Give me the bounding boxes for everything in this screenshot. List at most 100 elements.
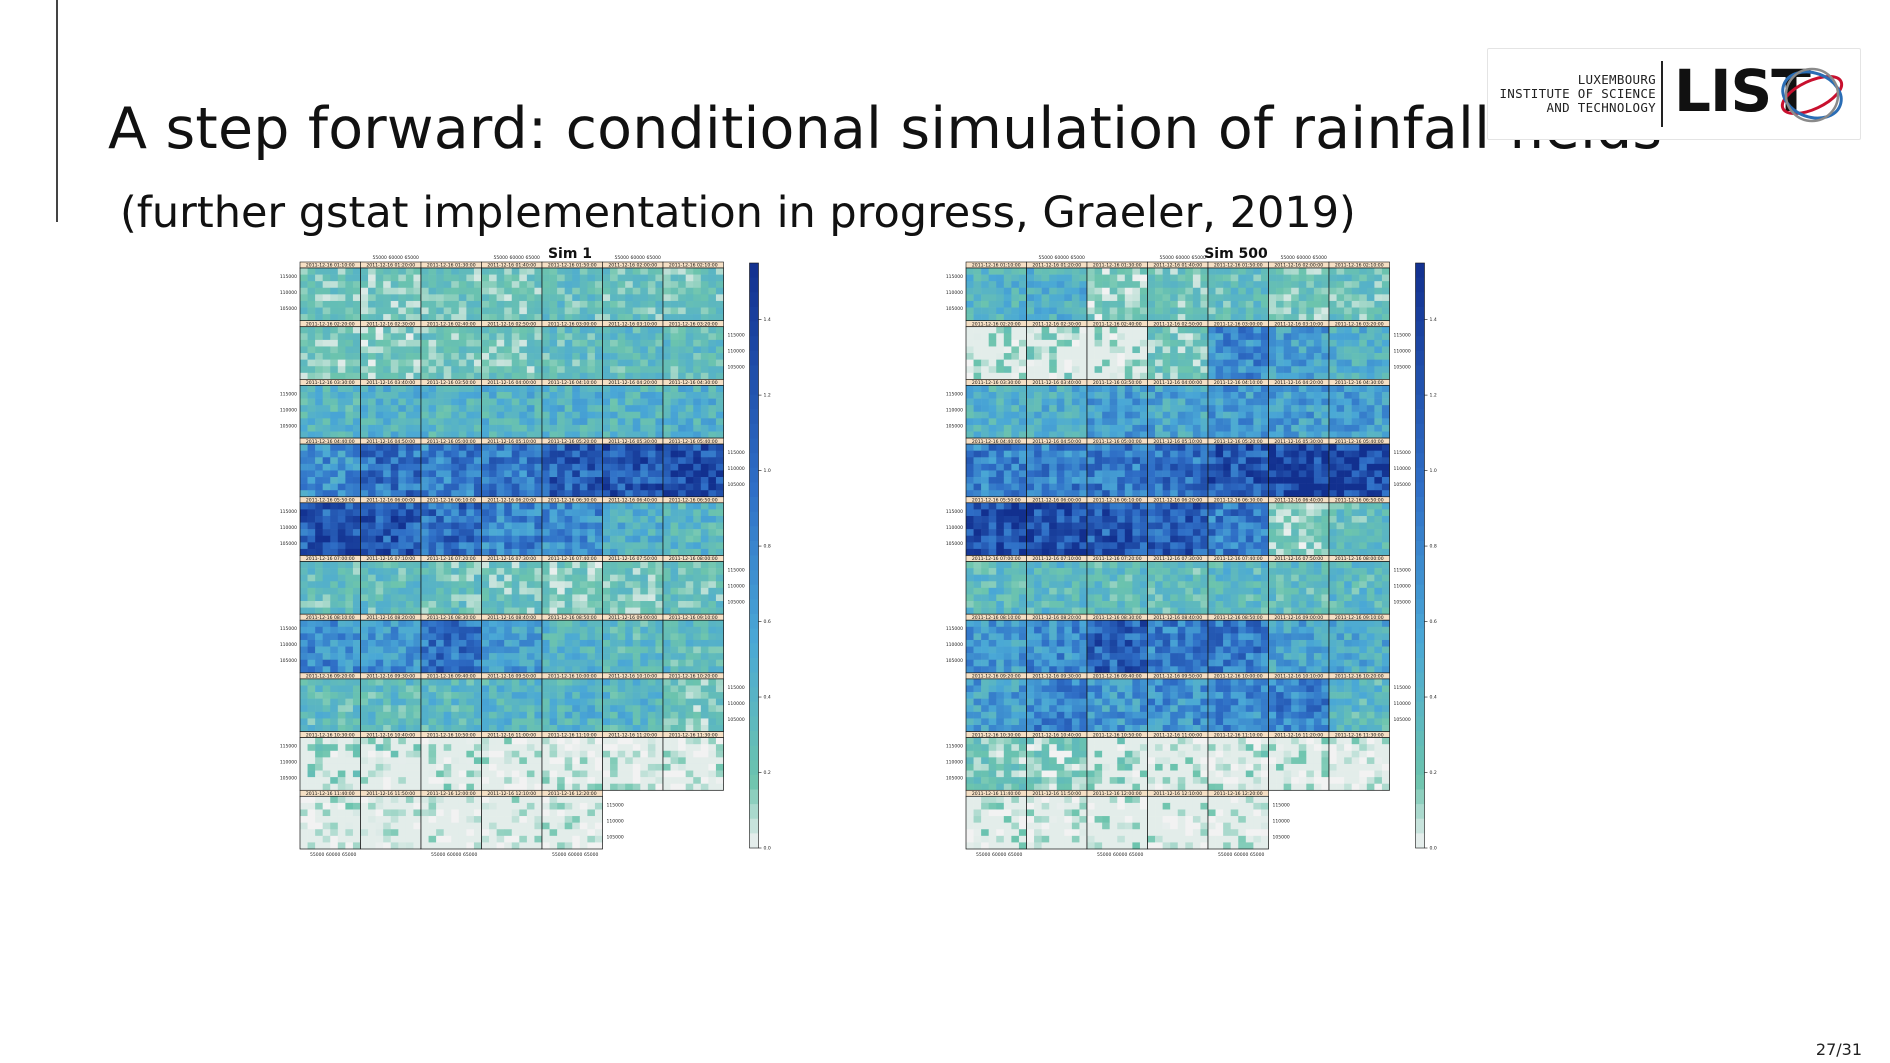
rain-cell — [663, 718, 671, 726]
rain-cell — [700, 405, 709, 413]
rain-cell — [647, 294, 656, 302]
map-panel: 2011-12-16 03:00:00 — [541, 320, 603, 380]
rain-cell — [670, 502, 679, 510]
rain-cell — [655, 535, 664, 543]
rain-cell — [678, 398, 686, 406]
rain-cell — [625, 287, 634, 295]
rain-cell — [330, 653, 339, 661]
rain-cell — [602, 274, 611, 282]
rain-cell — [473, 372, 482, 380]
rain-cell — [511, 366, 520, 374]
rain-cell — [322, 366, 331, 374]
colorbar-segment — [749, 774, 759, 790]
rain-cell — [473, 463, 482, 471]
rain-cell — [693, 692, 702, 699]
rain-cell — [352, 678, 361, 686]
rain-cell — [632, 548, 641, 556]
rain-cell — [398, 737, 407, 745]
rain-cell — [1026, 314, 1035, 321]
rain-cell — [466, 705, 475, 713]
rain-cell — [451, 522, 460, 530]
rain-cell — [594, 477, 603, 484]
rain-cell — [708, 405, 717, 413]
rain-cell — [466, 842, 475, 850]
rain-cell — [307, 711, 316, 719]
rain-cell — [398, 385, 407, 393]
rain-cell — [496, 281, 505, 289]
rain-cell — [428, 796, 437, 804]
colorbar-segment — [749, 657, 759, 673]
rain-cell — [481, 274, 490, 282]
rain-cell — [398, 653, 407, 661]
rain-cell — [572, 411, 581, 419]
rain-cell — [322, 268, 331, 275]
rain-cell — [610, 587, 618, 595]
rain-cell — [579, 750, 588, 758]
rain-cell — [458, 294, 467, 302]
rain-cell — [632, 274, 641, 282]
rain-cell — [693, 777, 702, 785]
rain-cell — [700, 620, 709, 628]
rain-cell — [398, 705, 407, 713]
rain-cell — [413, 300, 422, 308]
rain-cell — [602, 450, 611, 458]
rain-cell — [1124, 287, 1133, 295]
rain-cell — [368, 626, 376, 634]
rain-cell — [549, 561, 558, 569]
rain-cell — [481, 607, 490, 615]
rain-cell — [375, 398, 384, 406]
rain-cell — [519, 444, 528, 451]
map-panel: 2011-12-16 05:10:00 — [481, 437, 543, 498]
rain-cell — [715, 685, 724, 693]
rain-cell — [557, 424, 565, 432]
rain-cell — [557, 574, 565, 582]
rain-cell — [526, 542, 535, 550]
rain-cell — [579, 770, 588, 778]
rain-cell — [413, 835, 422, 843]
rain-cell — [360, 450, 369, 458]
rain-cell — [352, 607, 361, 615]
y-tick-label: 110000 — [728, 466, 745, 472]
rain-cell — [526, 535, 535, 543]
rain-cell — [572, 326, 581, 334]
rain-cell — [436, 385, 444, 393]
rain-cell — [647, 359, 656, 367]
rain-cell — [685, 353, 694, 360]
rain-cell — [632, 483, 641, 491]
rain-cell — [360, 626, 369, 634]
rain-cell — [1034, 281, 1042, 289]
rain-cell — [519, 783, 528, 791]
rain-cell — [632, 502, 641, 510]
rain-cell — [670, 372, 679, 380]
rain-cell — [557, 385, 565, 393]
rain-cell — [670, 307, 679, 315]
rain-cell — [557, 607, 565, 615]
rain-cell — [390, 346, 399, 354]
rain-cell — [526, 678, 535, 686]
rain-cell — [632, 698, 641, 706]
rain-cell — [390, 307, 399, 315]
rain-cell — [685, 274, 694, 282]
rain-cell — [473, 568, 482, 575]
rain-cell — [663, 757, 671, 765]
rain-cell — [715, 418, 724, 426]
rain-cell — [534, 639, 543, 647]
rain-cell — [352, 587, 361, 595]
rain-cell — [1102, 300, 1110, 308]
rain-cell — [368, 463, 376, 471]
rain-cell — [345, 529, 354, 537]
rain-cell — [678, 757, 686, 765]
rain-cell — [700, 666, 709, 674]
rain-cell — [466, 346, 475, 354]
rain-cell — [663, 594, 671, 602]
rain-cell — [640, 287, 649, 295]
rain-cell — [496, 294, 505, 302]
rain-cell — [307, 744, 316, 752]
rain-cell — [443, 685, 452, 693]
rain-cell — [617, 463, 626, 471]
rain-cell — [715, 646, 724, 654]
rain-cell — [617, 300, 626, 308]
rain-cell — [1094, 274, 1103, 282]
rain-cell — [451, 763, 460, 771]
rain-cell — [640, 268, 649, 275]
